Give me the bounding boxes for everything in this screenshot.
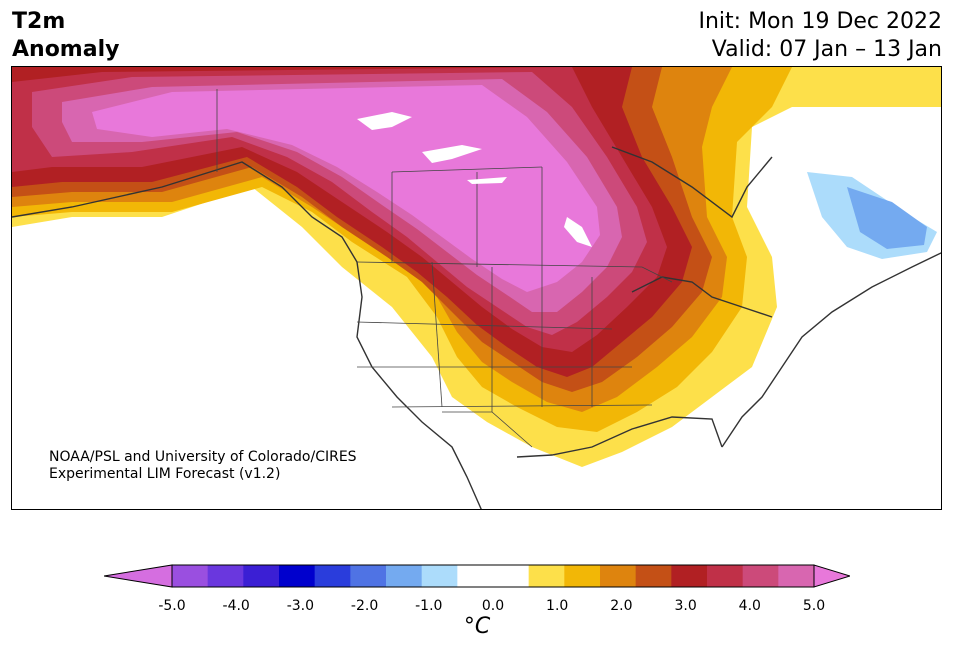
colorbar-tick-label: 1.0 bbox=[546, 598, 569, 614]
colorbar-cell bbox=[635, 565, 672, 587]
colorbar-tick-label: 2.0 bbox=[610, 598, 633, 614]
atlantic-clear bbox=[652, 257, 941, 509]
border-line bbox=[431, 261, 443, 408]
colorbar-cell bbox=[600, 565, 637, 587]
political-borders bbox=[216, 89, 673, 448]
colorbar bbox=[104, 564, 850, 588]
colorbar-cell bbox=[564, 565, 601, 587]
colorbar-cell bbox=[778, 565, 815, 587]
colorbar-cell bbox=[742, 565, 779, 587]
colorbar-tick-label: -1.0 bbox=[415, 598, 443, 614]
colorbar-cell bbox=[172, 565, 209, 587]
credit-text: NOAA/PSL and University of Colorado/CIRE… bbox=[49, 449, 357, 483]
colorbar-tick-label: 0.0 bbox=[481, 598, 505, 614]
colorbar-cell bbox=[279, 565, 316, 587]
colorbar-tick-label: -5.0 bbox=[158, 598, 186, 614]
colorbar-cell bbox=[350, 565, 387, 587]
border-line bbox=[356, 321, 613, 330]
atlantic-coast bbox=[721, 252, 941, 448]
colorbar-cell bbox=[386, 565, 423, 587]
hudson-bay-coast bbox=[611, 146, 773, 219]
colorbar-cells bbox=[172, 565, 815, 587]
great-lakes bbox=[631, 276, 773, 318]
colorbar-cell bbox=[314, 565, 351, 587]
pacific-coast bbox=[12, 161, 482, 509]
colorbar-cell bbox=[493, 565, 530, 587]
lake-athabasca bbox=[467, 177, 507, 184]
great-slave-lake bbox=[422, 145, 482, 163]
map-canvas bbox=[12, 67, 941, 509]
coastlines bbox=[12, 146, 941, 509]
lakes bbox=[357, 112, 592, 247]
colorbar-cell bbox=[707, 565, 744, 587]
colorbar-tick-label: 4.0 bbox=[738, 598, 761, 614]
date-info: Init: Mon 19 Dec 2022 Valid: 07 Jan – 13… bbox=[699, 8, 943, 64]
colorbar-tick-label: -2.0 bbox=[350, 598, 379, 614]
band-blue bbox=[847, 187, 927, 249]
title-line-1: T2m bbox=[12, 9, 66, 34]
colorbar-cell bbox=[528, 565, 565, 587]
anomaly-map bbox=[11, 66, 942, 510]
init-date: Init: Mon 19 Dec 2022 bbox=[698, 9, 943, 34]
colorbar-cell bbox=[671, 565, 708, 587]
us-canada-border bbox=[356, 261, 673, 283]
anomaly-shading bbox=[12, 67, 941, 467]
colorbar-tick-label: -4.0 bbox=[222, 598, 250, 614]
colorbar-cell bbox=[207, 565, 244, 587]
band-magenta bbox=[92, 85, 600, 292]
gulf-clear bbox=[482, 457, 671, 509]
colorbar-outline bbox=[171, 564, 815, 588]
colorbar-cell bbox=[243, 565, 280, 587]
lake-winnipeg bbox=[564, 217, 592, 247]
credit-line-2: Experimental LIM Forecast (v1.2) bbox=[49, 466, 281, 482]
great-bear-lake bbox=[357, 112, 412, 130]
valid-range: Valid: 07 Jan – 13 Jan bbox=[711, 37, 942, 62]
border-line bbox=[391, 166, 543, 173]
colorbar-over-arrow bbox=[813, 564, 850, 588]
credit-line-1: NOAA/PSL and University of Colorado/CIRE… bbox=[49, 449, 357, 465]
colorbar-tick-label: 5.0 bbox=[802, 598, 826, 614]
colorbar-tick-label: 3.0 bbox=[674, 598, 697, 614]
border-line bbox=[391, 404, 653, 408]
colorbar-cell bbox=[421, 565, 458, 587]
us-mexico-border bbox=[442, 411, 533, 448]
colorbar-cell bbox=[457, 565, 494, 587]
gulf-coast bbox=[516, 416, 723, 458]
map-title: T2m Anomaly bbox=[12, 8, 119, 64]
title-line-2: Anomaly bbox=[12, 37, 120, 62]
colorbar-tick-label: -3.0 bbox=[286, 598, 315, 614]
colorbar-unit: °C bbox=[463, 614, 491, 639]
colorbar-under-arrow bbox=[104, 564, 173, 588]
